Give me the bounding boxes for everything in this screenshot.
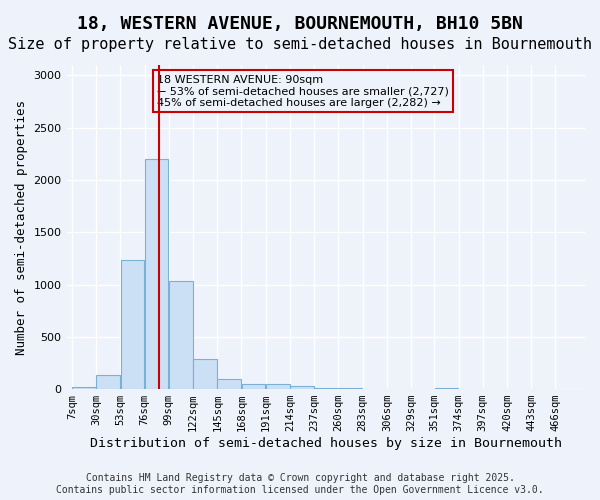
Bar [290,386,314,389]
Bar [338,388,362,389]
Bar [145,159,169,389]
Bar [169,282,193,389]
Bar [314,388,338,389]
Y-axis label: Number of semi-detached properties: Number of semi-detached properties [15,100,28,354]
Text: 18 WESTERN AVENUE: 90sqm
← 53% of semi-detached houses are smaller (2,727)
45% o: 18 WESTERN AVENUE: 90sqm ← 53% of semi-d… [157,74,449,108]
Bar [434,388,458,389]
Bar [121,260,144,389]
X-axis label: Distribution of semi-detached houses by size in Bournemouth: Distribution of semi-detached houses by … [90,437,562,450]
Bar [97,376,120,389]
Bar [266,384,290,389]
Text: Size of property relative to semi-detached houses in Bournemouth: Size of property relative to semi-detach… [8,38,592,52]
Bar [242,384,265,389]
Text: Contains HM Land Registry data © Crown copyright and database right 2025.
Contai: Contains HM Land Registry data © Crown c… [56,474,544,495]
Bar [217,378,241,389]
Bar [193,359,217,389]
Text: 18, WESTERN AVENUE, BOURNEMOUTH, BH10 5BN: 18, WESTERN AVENUE, BOURNEMOUTH, BH10 5B… [77,15,523,33]
Bar [72,387,96,389]
